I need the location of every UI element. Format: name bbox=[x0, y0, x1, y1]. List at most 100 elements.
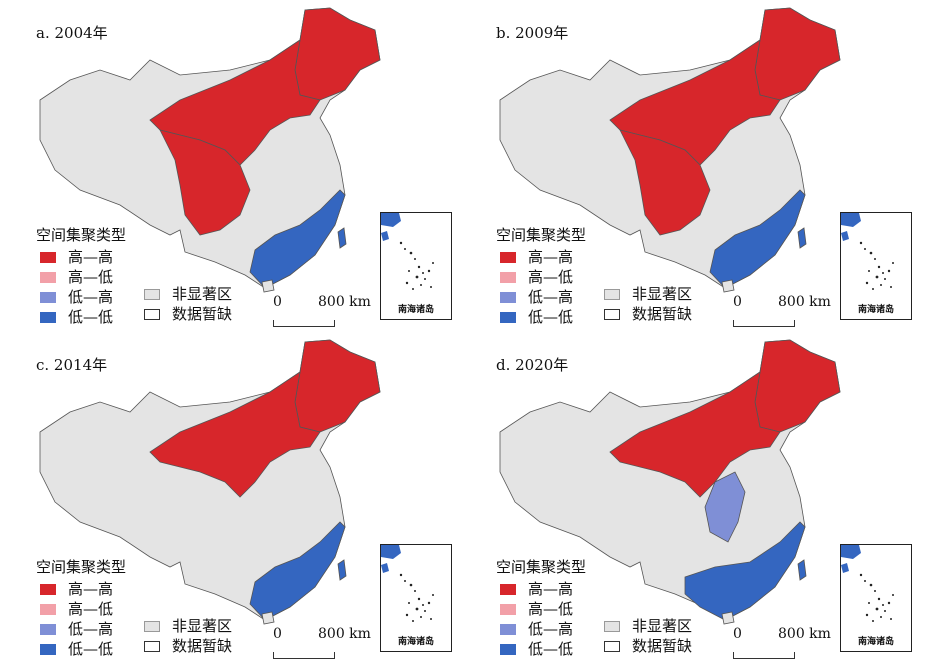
inset-islands bbox=[841, 545, 894, 622]
scale-zero: 0 bbox=[733, 294, 742, 310]
swatch-low-low bbox=[40, 311, 56, 323]
legend-item: 低—低 bbox=[36, 639, 126, 659]
region-west bbox=[619, 129, 711, 236]
scale-distance: 800 km bbox=[778, 626, 831, 642]
region-west bbox=[159, 129, 251, 236]
scale-distance: 800 km bbox=[318, 626, 371, 642]
swatch-high-high bbox=[40, 583, 56, 595]
legend-title: 空间集聚类型 bbox=[36, 226, 127, 244]
region-taiwan bbox=[797, 559, 807, 581]
legend-item: 高—高 bbox=[36, 579, 126, 599]
legend-item: 低—低 bbox=[36, 307, 126, 327]
legend-title: 空间集聚类型 bbox=[36, 558, 127, 576]
region-hainan bbox=[721, 279, 735, 293]
legend-item: 低—低 bbox=[496, 307, 586, 327]
inset-islands bbox=[381, 213, 434, 290]
legend-item: 数据暂缺 bbox=[600, 636, 692, 656]
panel-title: a. 2004年 bbox=[36, 24, 108, 42]
swatch-no-data bbox=[604, 308, 620, 320]
inset-label: 南海诸岛 bbox=[857, 637, 894, 647]
china-map bbox=[499, 7, 841, 293]
scale-line bbox=[273, 320, 335, 327]
legend: 空间集聚类型 高—高 高—低 低—高 低—低 bbox=[36, 224, 126, 327]
swatch-low-high bbox=[500, 291, 516, 303]
swatch-high-high bbox=[500, 583, 516, 595]
legend: 空间集聚类型 高—高 高—低 低—高 低—低 bbox=[496, 556, 586, 659]
swatch-no-data bbox=[144, 308, 160, 320]
swatch-low-low bbox=[500, 311, 516, 323]
swatch-high-high bbox=[40, 251, 56, 263]
region-center bbox=[704, 471, 746, 543]
region-hainan bbox=[261, 279, 275, 293]
scale-zero: 0 bbox=[273, 294, 282, 310]
south-china-sea-inset: 南海诸岛 bbox=[380, 544, 452, 652]
legend-item: 高—低 bbox=[496, 267, 586, 287]
scale-zero: 0 bbox=[273, 626, 282, 642]
swatch-not-significant bbox=[144, 288, 160, 300]
scale-distance: 800 km bbox=[318, 294, 371, 310]
panel-title: b. 2009年 bbox=[496, 24, 569, 42]
region-taiwan bbox=[337, 227, 347, 249]
region-taiwan bbox=[797, 227, 807, 249]
south-china-sea-inset: 南海诸岛 bbox=[840, 212, 912, 320]
region-northeast bbox=[754, 339, 841, 433]
legend-item: 高—高 bbox=[496, 247, 586, 267]
legend: 空间集聚类型 高—高 高—低 低—高 低—低 bbox=[496, 224, 586, 327]
region-north bbox=[609, 371, 781, 498]
scale-line bbox=[273, 652, 335, 659]
swatch-no-data bbox=[144, 640, 160, 652]
legend-item: 非显著区 bbox=[140, 284, 232, 304]
legend-item: 低—高 bbox=[36, 619, 126, 639]
region-northeast bbox=[294, 339, 381, 433]
region-hainan bbox=[261, 611, 275, 625]
region-north bbox=[149, 371, 321, 498]
legend-item: 低—低 bbox=[496, 639, 586, 659]
swatch-low-high bbox=[40, 291, 56, 303]
swatch-no-data bbox=[604, 640, 620, 652]
inset-label: 南海诸岛 bbox=[397, 637, 434, 647]
china-map bbox=[39, 339, 381, 625]
scale-zero: 0 bbox=[733, 626, 742, 642]
scale-line bbox=[733, 320, 795, 327]
scale-bar: 0 800 km bbox=[268, 626, 378, 659]
china-map bbox=[39, 7, 381, 293]
legend-item: 数据暂缺 bbox=[140, 636, 232, 656]
legend-item: 高—低 bbox=[496, 599, 586, 619]
region-taiwan bbox=[337, 559, 347, 581]
map-panel-d: d. 2020年 空间集聚类型 高—高 高—低 低—高 低—低 非显著区 数据暂… bbox=[460, 332, 936, 663]
panel-title: d. 2020年 bbox=[496, 356, 569, 374]
legend-extra: 非显著区 数据暂缺 bbox=[140, 616, 232, 656]
swatch-high-low bbox=[500, 271, 516, 283]
legend-extra: 非显著区 数据暂缺 bbox=[600, 284, 692, 324]
scale-distance: 800 km bbox=[778, 294, 831, 310]
inset-islands bbox=[841, 213, 894, 290]
region-hainan bbox=[721, 611, 735, 625]
swatch-low-high bbox=[40, 623, 56, 635]
legend-title: 空间集聚类型 bbox=[496, 226, 587, 244]
inset-label: 南海诸岛 bbox=[397, 305, 434, 315]
south-china-sea-inset: 南海诸岛 bbox=[840, 544, 912, 652]
legend-item: 低—高 bbox=[36, 287, 126, 307]
swatch-low-high bbox=[500, 623, 516, 635]
legend: 空间集聚类型 高—高 高—低 低—高 低—低 bbox=[36, 556, 126, 659]
region-northeast bbox=[294, 7, 381, 101]
swatch-high-low bbox=[40, 603, 56, 615]
swatch-high-high bbox=[500, 251, 516, 263]
china-map bbox=[499, 339, 841, 625]
legend-item: 非显著区 bbox=[600, 616, 692, 636]
legend-item: 低—高 bbox=[496, 619, 586, 639]
scale-bar: 0 800 km bbox=[268, 294, 378, 327]
inset-islands bbox=[381, 545, 434, 622]
region-south bbox=[684, 521, 806, 621]
inset-label: 南海诸岛 bbox=[857, 305, 894, 315]
south-china-sea-inset: 南海诸岛 bbox=[380, 212, 452, 320]
swatch-not-significant bbox=[604, 288, 620, 300]
legend-item: 非显著区 bbox=[140, 616, 232, 636]
swatch-low-low bbox=[500, 643, 516, 655]
legend-title: 空间集聚类型 bbox=[496, 558, 587, 576]
legend-item: 高—低 bbox=[36, 267, 126, 287]
legend-item: 高—低 bbox=[36, 599, 126, 619]
scale-bar: 0 800 km bbox=[728, 626, 838, 659]
scale-bar: 0 800 km bbox=[728, 294, 838, 327]
swatch-not-significant bbox=[144, 620, 160, 632]
